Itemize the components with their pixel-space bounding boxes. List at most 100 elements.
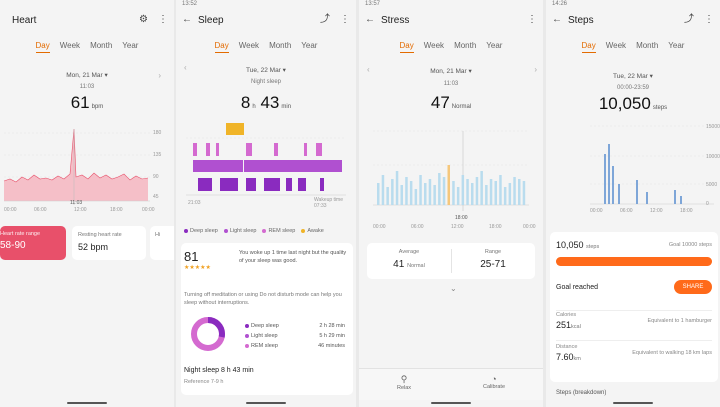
date-selector[interactable]: Tue, 22 Mar ▾ — [246, 67, 286, 74]
relax-button[interactable]: ⚲ Relax — [397, 374, 412, 391]
deep-sleep-segments — [198, 178, 324, 191]
x-tick: 12:00 — [650, 208, 663, 214]
y-tick: 135 — [153, 152, 162, 158]
tab-day[interactable]: Day — [214, 41, 229, 53]
period-tabs: Day Week Month Year — [546, 41, 720, 53]
sleep-header: ← Sleep ⤴ ⋮ — [176, 10, 356, 30]
date-selector[interactable]: Mon, 21 Mar ▾ — [66, 72, 108, 79]
night-sleep-summary: Night sleep 8 h 43 min — [184, 367, 254, 374]
back-arrow-icon[interactable]: ← — [365, 14, 375, 25]
sleep-legend: Deep sleep Light sleep REM sleep Awake — [184, 228, 324, 234]
date-selector[interactable]: Tue, 22 Mar ▾ — [613, 73, 653, 80]
tab-day[interactable]: Day — [399, 41, 414, 53]
x-tick: 12:00 — [451, 224, 464, 230]
y-tick: 15000 — [706, 124, 720, 130]
resting-heart-rate-card[interactable]: Resting heart rate 52 bpm — [72, 226, 146, 260]
stress-bar — [508, 183, 512, 205]
sleep-stats: Deep sleep 2 h 28 min Light sleep 5 h 29 m… — [245, 321, 345, 351]
back-arrow-icon[interactable]: ← — [552, 14, 562, 25]
awake-segment — [226, 123, 244, 135]
steps-chart — [590, 125, 714, 205]
stat-row: Light sleep 5 h 29 min — [245, 331, 345, 341]
tab-year[interactable]: Year — [122, 41, 139, 50]
stress-bar — [447, 165, 450, 205]
heart-rate-area — [4, 129, 148, 201]
tab-year[interactable]: Year — [486, 41, 503, 50]
sleep-score: 81 — [184, 249, 199, 264]
gesture-bar — [67, 402, 107, 404]
tab-month[interactable]: Month — [636, 41, 659, 50]
card-label: Hi — [155, 232, 161, 238]
stress-bar — [414, 189, 418, 205]
divider — [556, 340, 712, 341]
stress-bar — [471, 183, 474, 205]
share-icon[interactable]: ⤴ — [684, 14, 694, 25]
divider — [451, 249, 452, 273]
chevron-down-icon[interactable]: ⌄ — [450, 284, 457, 293]
y-tick: 10000 — [706, 154, 720, 160]
prev-day-icon[interactable]: ‹ — [367, 65, 370, 74]
x-tick: 06:00 — [34, 207, 47, 213]
tab-week[interactable]: Week — [423, 41, 445, 50]
stress-screen: 13:57 ← Stress ⋮ Day Week Month Year ‹ ›… — [359, 0, 543, 407]
distance-value: 7.60km — [556, 352, 581, 362]
heart-rate-range-card[interactable]: Heart rate range 58-90 — [0, 226, 66, 260]
calibrate-button[interactable]: ◔ Calibrate — [483, 374, 506, 390]
date-selector[interactable]: Mon, 21 Mar ▾ — [430, 68, 472, 75]
time-range: 00:00-23:59 — [616, 85, 650, 91]
tab-year[interactable]: Year — [301, 41, 318, 50]
divider — [556, 310, 712, 311]
period-tabs: Day Week Month Year — [359, 41, 543, 53]
share-button[interactable]: SHARE — [674, 280, 712, 294]
sleep-stage-chart — [186, 123, 346, 196]
tab-year[interactable]: Year — [668, 41, 685, 50]
third-heart-card[interactable]: Hi — [150, 226, 174, 260]
tab-day[interactable]: Day — [581, 41, 596, 53]
page-title: Sleep — [198, 14, 224, 26]
steps-screen: 14:26 ← Steps ⤴ ⋮ Day Week Month Year Tu… — [546, 0, 720, 407]
x-tick: 06:00 — [411, 224, 424, 230]
sleep-quality-note: You woke up 1 time last night but the qu… — [239, 250, 347, 264]
page-title: Steps — [568, 14, 594, 26]
x-tick: 00:00 — [4, 207, 17, 213]
share-icon[interactable]: ⤴ — [320, 14, 330, 25]
next-day-icon[interactable]: › — [158, 71, 161, 80]
more-icon[interactable]: ⋮ — [704, 14, 714, 25]
tab-day[interactable]: Day — [35, 41, 50, 53]
y-tick: 0 — [706, 201, 709, 207]
x-tick: 18:00 — [489, 224, 502, 230]
stress-bar — [461, 175, 465, 205]
tab-week[interactable]: Week — [59, 41, 81, 50]
x-tick: 12:00 — [74, 207, 87, 213]
prev-day-icon[interactable]: ‹ — [184, 63, 187, 72]
sleep-screen: 13:52 ← Sleep ⤴ ⋮ Day Week Month Year ‹ … — [176, 0, 356, 407]
more-icon[interactable]: ⋮ — [527, 14, 537, 25]
goal-text: Goal 10000 steps — [668, 242, 712, 248]
tab-week[interactable]: Week — [238, 41, 260, 50]
back-arrow-icon[interactable]: ← — [182, 14, 192, 25]
period-tabs: Day Week Month Year — [176, 41, 356, 53]
steps-bar — [618, 184, 620, 204]
legend-awake: Awake — [301, 228, 324, 234]
steps-value: 10,050 steps — [598, 94, 668, 113]
page-title: Heart — [12, 14, 37, 26]
tab-week[interactable]: Week — [605, 41, 627, 50]
tab-month[interactable]: Month — [454, 41, 477, 50]
steps-header: ← Steps ⤴ ⋮ — [546, 10, 720, 30]
settings-icon[interactable]: ⚙ — [139, 14, 148, 25]
steps-summary-card: 10,050 steps Goal 10000 steps Goal reach… — [550, 232, 718, 382]
goal-reached-label: Goal reached — [556, 284, 599, 291]
progress-value: 10,050 steps — [556, 240, 600, 250]
legend-rem: REM sleep — [262, 228, 295, 234]
more-icon[interactable]: ⋮ — [340, 14, 350, 25]
sleep-type-label: Night sleep — [250, 79, 282, 85]
tab-month[interactable]: Month — [90, 41, 113, 50]
steps-bar — [608, 144, 610, 204]
next-day-icon[interactable]: › — [534, 65, 537, 74]
more-icon[interactable]: ⋮ — [158, 14, 168, 25]
tab-month[interactable]: Month — [269, 41, 292, 50]
stress-bar — [489, 179, 493, 205]
calories-value: 251kcal — [556, 320, 581, 330]
gesture-bar — [613, 402, 653, 404]
